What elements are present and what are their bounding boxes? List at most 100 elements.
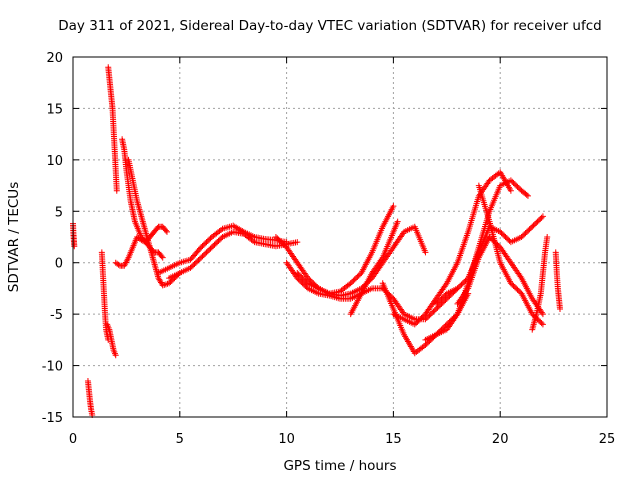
data-point — [276, 237, 283, 244]
data-point — [523, 191, 530, 198]
data-point — [275, 236, 282, 243]
data-point — [454, 285, 461, 292]
data-point — [347, 280, 354, 287]
data-point — [196, 245, 203, 252]
data-point — [501, 232, 508, 239]
series-seg-j — [166, 228, 301, 282]
data-point — [515, 288, 522, 294]
data-point — [461, 279, 468, 285]
data-point — [457, 282, 464, 289]
data-point — [390, 203, 397, 210]
data-point — [507, 280, 514, 287]
data-point — [211, 241, 218, 248]
data-point — [429, 309, 436, 316]
data-point — [438, 300, 445, 307]
data-point — [187, 264, 194, 271]
y-tick-label: 5 — [55, 205, 63, 220]
data-point — [411, 321, 418, 328]
data-point — [435, 303, 442, 310]
data-point — [299, 280, 306, 287]
data-point — [206, 246, 213, 253]
data-point — [206, 236, 213, 243]
data-point — [199, 243, 206, 249]
data-point — [526, 226, 533, 233]
data-point — [544, 234, 551, 240]
data-point — [431, 307, 438, 314]
data-point — [426, 312, 433, 319]
data-point — [442, 291, 449, 298]
data-point — [190, 262, 197, 269]
series-seg-v — [552, 249, 564, 312]
data-point — [497, 228, 504, 235]
data-point — [519, 232, 526, 239]
data-point — [299, 275, 306, 282]
x-tick-label: 0 — [69, 432, 77, 447]
data-point — [462, 277, 469, 284]
data-point — [427, 311, 434, 318]
data-point — [538, 320, 545, 327]
data-point — [435, 298, 442, 305]
data-point — [302, 277, 309, 284]
data-point — [279, 240, 286, 247]
data-point — [418, 315, 425, 321]
data-point — [521, 231, 528, 238]
series-seg-p — [390, 169, 514, 328]
data-point — [200, 252, 207, 258]
data-point — [498, 230, 505, 237]
data-point — [509, 281, 516, 288]
data-point — [349, 279, 356, 285]
data-point — [525, 227, 532, 234]
data-point — [533, 219, 540, 226]
data-point — [503, 235, 510, 242]
data-point — [303, 284, 310, 291]
series-seg-a — [70, 220, 78, 250]
data-point — [200, 241, 207, 248]
series-seg-h — [125, 156, 183, 289]
data-point — [204, 248, 211, 255]
data-point — [350, 277, 357, 284]
series-seg-m — [283, 259, 461, 323]
data-point — [198, 254, 205, 261]
data-point — [166, 280, 173, 287]
data-point — [437, 302, 444, 309]
data-point — [433, 306, 440, 312]
data-point — [298, 273, 305, 280]
series-seg-c — [98, 249, 112, 343]
data-point — [168, 277, 175, 284]
data-point — [458, 281, 465, 288]
series-seg-l — [294, 223, 429, 299]
data-point — [513, 285, 520, 292]
data-point — [446, 293, 453, 300]
data-point — [430, 308, 437, 315]
data-point — [455, 284, 462, 291]
data-point — [191, 261, 198, 267]
data-point — [414, 318, 421, 325]
data-point — [272, 234, 279, 240]
data-point — [202, 240, 209, 247]
data-point — [441, 324, 448, 330]
x-tick-label: 5 — [176, 432, 184, 447]
data-point — [195, 257, 202, 264]
data-point — [215, 237, 222, 244]
data-point — [422, 316, 429, 323]
data-point — [307, 277, 314, 284]
data-point — [357, 271, 364, 278]
chart-title: Day 311 of 2021, Sidereal Day-to-day VTE… — [58, 18, 601, 34]
data-point — [394, 218, 401, 225]
series-seg-k — [272, 203, 397, 297]
data-point — [300, 276, 307, 283]
data-point — [502, 234, 509, 240]
y-axis-label: SDTVAR / TECUs — [6, 182, 22, 292]
series-seg-e — [105, 64, 120, 194]
data-point — [296, 272, 303, 279]
data-point — [300, 281, 307, 288]
data-points — [70, 64, 564, 418]
data-point — [538, 214, 545, 221]
y-tick-label: 10 — [46, 154, 63, 169]
x-tick-label: 20 — [492, 432, 509, 447]
x-tick-label: 15 — [385, 432, 402, 447]
data-point — [294, 275, 301, 282]
plot-frame — [72, 56, 608, 418]
data-point — [351, 276, 358, 283]
